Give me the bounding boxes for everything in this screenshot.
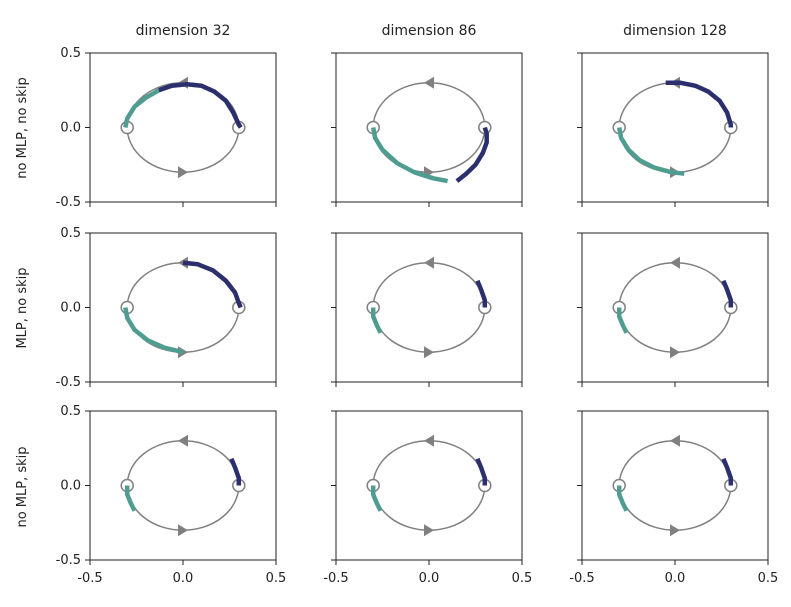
- panel-r3-c1-xtick-label-1: -0.5: [77, 571, 102, 586]
- panel-r3-c1-trajectory-navy: [229, 457, 242, 486]
- panel-r3-c1-ytick-label-2: 0.0: [60, 479, 81, 494]
- panel-r3-c2-direction-arrow-2: [424, 524, 434, 537]
- panel-r3-c1: -0.5 0.0 0.5 -0.5 0.0 0.5: [56, 404, 287, 586]
- panel-r3-c3-xtick-label-2: 0.0: [665, 571, 686, 586]
- panel-r1-c1-ytick-label-2: 0.0: [60, 121, 81, 136]
- panel-r1-c1-ytick-label-1: -0.5: [56, 195, 81, 210]
- panel-r3-c3: -0.5 0.0 0.5: [569, 410, 779, 586]
- row-label-1: no MLP, no skip: [15, 77, 30, 178]
- panel-r1-c1-trajectory-teal: [123, 88, 160, 128]
- panel-r3-c2-frame: [335, 410, 523, 561]
- panel-r3-c2-xtick-label-3: 0.5: [512, 571, 533, 586]
- panel-r2-c1-ytick-label-1: -0.5: [56, 375, 81, 390]
- panel-r2-c2-trajectory-teal: [370, 307, 383, 334]
- panel-r3-c2-direction-arrow-1: [424, 434, 434, 447]
- panel-r2-c1-ytick-label-3: 0.5: [60, 226, 81, 241]
- panel-r3-c3-xtick-label-1: -0.5: [569, 571, 594, 586]
- panel-r1-c3-trajectory-teal: [616, 127, 685, 176]
- panel-r2-c2-trajectory-navy: [475, 279, 488, 308]
- col-title-3: dimension 128: [623, 23, 727, 39]
- row-label-2: MLP, no skip: [15, 267, 30, 348]
- panel-r3-c1-xtick-label-3: 0.5: [266, 571, 287, 586]
- panel-r2-c2-frame: [335, 232, 523, 383]
- panel-r3-c1-ytick-label-1: -0.5: [56, 553, 81, 568]
- panel-r2-c1-trajectory-navy: [182, 260, 243, 309]
- panel-r3-c3-frame: [581, 410, 769, 561]
- panel-r3-c2-trajectory-teal: [370, 485, 383, 512]
- panel-r3-c1-reference-circle: [126, 440, 240, 531]
- panel-r2-c1-frame: [89, 232, 277, 383]
- panel-r3-c1-trajectory-teal: [124, 485, 137, 512]
- panel-r3-c2: -0.5 0.0 0.5: [323, 410, 533, 586]
- panel-r1-c2: [331, 52, 523, 207]
- panel-r2-c3-frame: [581, 232, 769, 383]
- panel-r3-c1-xtick-label-2: 0.0: [173, 571, 194, 586]
- col-title-2: dimension 86: [382, 23, 477, 39]
- panel-r3-c2-xtick-label-1: -0.5: [323, 571, 348, 586]
- panel-r3-c1-direction-arrow-1: [178, 434, 188, 447]
- panel-r3-c2-trajectory-navy: [475, 457, 488, 486]
- panel-r3-c3-xtick-label-3: 0.5: [758, 571, 779, 586]
- panel-r3-c3-trajectory-navy: [721, 457, 734, 486]
- panel-r3-c3-reference-circle: [618, 440, 732, 531]
- panel-r1-c3-trajectory-navy: [665, 80, 734, 128]
- panel-r1-c1-frame: [89, 52, 277, 203]
- panel-r3-c1-direction-arrow-2: [178, 524, 188, 537]
- row-label-3: no MLP, skip: [15, 446, 30, 527]
- panel-r1-c1-ytick-label-3: 0.5: [60, 46, 81, 61]
- panel-r3-c2-reference-circle: [372, 440, 486, 531]
- panel-r2-c2: [331, 232, 523, 387]
- panel-r2-c3-direction-arrow-1: [670, 256, 680, 269]
- col-title-1: dimension 32: [136, 23, 231, 39]
- panel-r2-c3-reference-circle: [618, 262, 732, 353]
- panel-r1-c2-direction-arrow-1: [424, 76, 434, 89]
- panel-r1-c1: -0.5 0.0 0.5: [56, 46, 277, 210]
- panel-r1-c2-trajectory-navy: [455, 126, 489, 183]
- panel-r2-c2-direction-arrow-2: [424, 346, 434, 359]
- panel-r1-c1-direction-arrow-2: [178, 166, 188, 179]
- panel-r2-c2-direction-arrow-1: [424, 256, 434, 269]
- panel-r3-c1-frame: [89, 410, 277, 561]
- panel-r3-c1-ytick-label-3: 0.5: [60, 404, 81, 419]
- panel-r1-c3: [577, 52, 769, 207]
- panel-r3-c2-xtick-label-2: 0.0: [419, 571, 440, 586]
- panel-r2-c2-reference-circle: [372, 262, 486, 353]
- panel-r2-c3: [577, 232, 769, 387]
- panel-r1-c2-trajectory-teal: [370, 127, 449, 184]
- panel-r1-c2-frame: [335, 52, 523, 203]
- panel-r2-c1-trajectory-teal: [123, 307, 184, 355]
- panel-r3-c3-trajectory-teal: [616, 485, 629, 512]
- panel-r3-c3-direction-arrow-1: [670, 434, 680, 447]
- panel-r2-c3-trajectory-navy: [721, 279, 734, 308]
- panel-r1-c3-frame: [581, 52, 769, 203]
- panel-r2-c3-direction-arrow-2: [670, 346, 680, 359]
- panel-r2-c1-ytick-label-2: 0.0: [60, 301, 81, 316]
- panel-r2-c3-trajectory-teal: [616, 307, 629, 334]
- panel-r3-c3-direction-arrow-2: [670, 524, 680, 537]
- panel-r1-c1-trajectory-navy: [158, 82, 243, 129]
- panel-r2-c1: -0.5 0.0 0.5: [56, 226, 277, 390]
